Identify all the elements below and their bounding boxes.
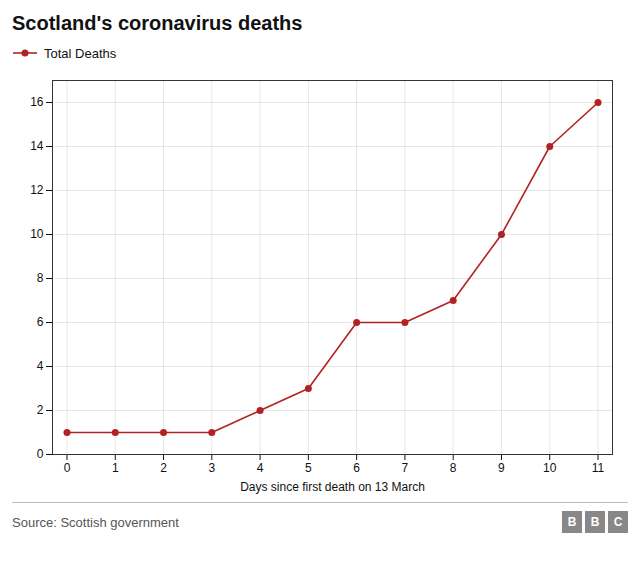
svg-text:8: 8 — [450, 461, 457, 475]
svg-text:8: 8 — [37, 271, 44, 285]
svg-text:0: 0 — [37, 447, 44, 461]
svg-text:6: 6 — [353, 461, 360, 475]
svg-text:16: 16 — [30, 95, 44, 109]
svg-text:Days since first death on 13 M: Days since first death on 13 March — [240, 480, 425, 494]
svg-text:9: 9 — [498, 461, 505, 475]
svg-text:4: 4 — [257, 461, 264, 475]
svg-text:12: 12 — [30, 183, 44, 197]
svg-text:11: 11 — [592, 461, 605, 475]
svg-text:7: 7 — [402, 461, 409, 475]
svg-text:10: 10 — [543, 461, 557, 475]
svg-text:1: 1 — [112, 461, 119, 475]
svg-text:2: 2 — [37, 403, 44, 417]
svg-text:6: 6 — [37, 315, 44, 329]
svg-text:10: 10 — [30, 227, 44, 241]
html-text:Total Deaths: Total Deaths — [44, 45, 117, 61]
html-text:C: C — [613, 515, 623, 529]
svg-text:14: 14 — [30, 139, 44, 153]
svg-text:4: 4 — [37, 359, 44, 373]
svg-text:5: 5 — [305, 461, 312, 475]
html-text:B: B — [590, 515, 600, 529]
html-text:Scotland's coronavirus deaths: Scotland's coronavirus deaths — [12, 12, 303, 34]
svg-text:3: 3 — [208, 461, 215, 475]
svg-text:2: 2 — [160, 461, 167, 475]
html-text:B: B — [567, 515, 577, 529]
html-text:Source: Scottish government: Source: Scottish government — [12, 514, 179, 530]
svg-text:0: 0 — [64, 461, 71, 475]
